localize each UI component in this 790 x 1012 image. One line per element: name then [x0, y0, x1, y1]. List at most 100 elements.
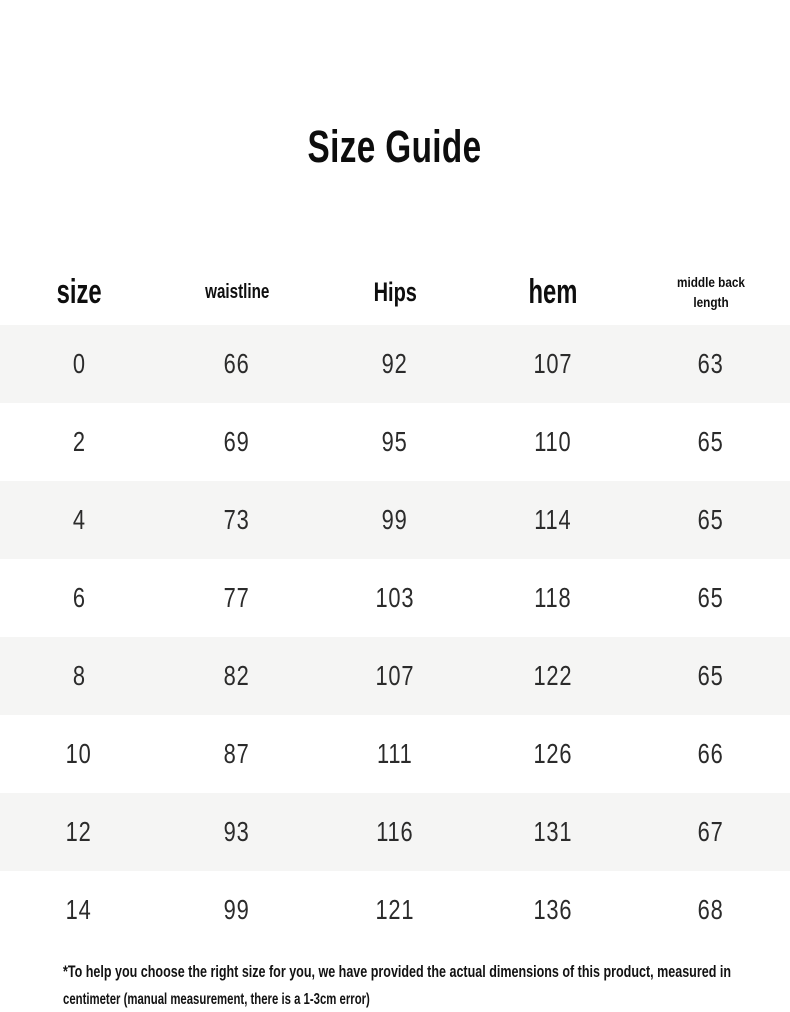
table-cell-middle_back_length: 63: [632, 348, 790, 380]
cell-value: 82: [224, 660, 250, 691]
table-row-size-6: 6 77 103 118 65: [0, 559, 790, 637]
column-header-label: Hips: [373, 277, 417, 307]
cell-value: 131: [533, 816, 573, 847]
cell-value: 111: [377, 738, 413, 769]
cell-value: 0: [72, 348, 86, 379]
cell-value: 68: [698, 894, 724, 925]
column-header-hips: Hips: [316, 277, 474, 308]
measurement-note-text: *To help you choose the right size for y…: [63, 963, 731, 981]
cell-value: 107: [533, 348, 573, 379]
cell-value: 65: [698, 582, 724, 613]
table-cell-hips: 111: [316, 738, 474, 770]
table-row-size-14: 14 99 121 136 68: [0, 871, 790, 949]
table-cell-middle_back_length: 67: [632, 816, 790, 848]
cell-value: 99: [224, 894, 250, 925]
cell-value: 6: [72, 582, 86, 613]
table-cell-size: 0: [0, 348, 158, 380]
cell-value: 65: [698, 660, 724, 691]
table-cell-hem: 122: [474, 660, 632, 692]
table-cell-waistline: 77: [158, 582, 316, 614]
cell-value: 73: [224, 504, 250, 535]
cell-value: 114: [534, 504, 572, 535]
cell-value: 110: [534, 426, 572, 457]
cell-value: 118: [534, 582, 572, 613]
cell-value: 63: [698, 348, 724, 379]
column-header-label: waistline: [204, 281, 270, 303]
table-cell-hem: 136: [474, 894, 632, 926]
cell-value: 65: [698, 426, 724, 457]
cell-value: 67: [698, 816, 724, 847]
table-cell-waistline: 69: [158, 426, 316, 458]
cell-value: 116: [376, 816, 414, 847]
cell-value: 126: [533, 738, 573, 769]
table-cell-middle_back_length: 68: [632, 894, 790, 926]
table-cell-middle_back_length: 65: [632, 426, 790, 458]
table-cell-middle_back_length: 66: [632, 738, 790, 770]
cell-value: 93: [224, 816, 250, 847]
cell-value: 2: [72, 426, 86, 457]
measurement-note-text: centimeter (manual measurement, there is…: [63, 991, 370, 1008]
page-title: Size Guide: [0, 122, 790, 172]
size-table: size waistline Hips hem middle back leng…: [0, 260, 790, 949]
column-header-label: size: [56, 273, 102, 311]
cell-value: 136: [533, 894, 573, 925]
table-cell-waistline: 82: [158, 660, 316, 692]
table-cell-size: 10: [0, 738, 158, 770]
cell-value: 95: [382, 426, 408, 457]
column-header-waistline: waistline: [158, 281, 316, 304]
cell-value: 66: [224, 348, 250, 379]
table-cell-waistline: 99: [158, 894, 316, 926]
cell-value: 66: [698, 738, 724, 769]
table-cell-hem: 107: [474, 348, 632, 380]
table-cell-hem: 118: [474, 582, 632, 614]
column-header-label: hem: [528, 273, 578, 311]
table-cell-hem: 110: [474, 426, 632, 458]
table-cell-middle_back_length: 65: [632, 660, 790, 692]
table-cell-hips: 121: [316, 894, 474, 926]
cell-value: 107: [375, 660, 415, 691]
table-cell-waistline: 73: [158, 504, 316, 536]
table-cell-waistline: 93: [158, 816, 316, 848]
table-cell-middle_back_length: 65: [632, 582, 790, 614]
column-header-hem: hem: [474, 273, 632, 312]
cell-value: 77: [224, 582, 250, 613]
table-cell-hips: 116: [316, 816, 474, 848]
table-cell-size: 2: [0, 426, 158, 458]
cell-value: 87: [224, 738, 250, 769]
table-cell-size: 8: [0, 660, 158, 692]
cell-value: 10: [66, 738, 92, 769]
table-cell-hem: 114: [474, 504, 632, 536]
table-cell-hips: 92: [316, 348, 474, 380]
measurement-note-line-2: centimeter (manual measurement, there is…: [63, 986, 784, 1012]
table-cell-waistline: 87: [158, 738, 316, 770]
table-row-size-8: 8 82 107 122 65: [0, 637, 790, 715]
table-cell-hips: 99: [316, 504, 474, 536]
column-header-middle-back-length: middle back length: [632, 273, 790, 312]
measurement-note-line-1: *To help you choose the right size for y…: [63, 959, 784, 986]
table-cell-size: 4: [0, 504, 158, 536]
column-header-size: size: [0, 273, 158, 312]
table-row-size-0: 0 66 92 107 63: [0, 325, 790, 403]
cell-value: 122: [533, 660, 573, 691]
table-cell-waistline: 66: [158, 348, 316, 380]
cell-value: 121: [375, 894, 415, 925]
cell-value: 65: [698, 504, 724, 535]
table-header-row: size waistline Hips hem middle back leng…: [0, 260, 790, 325]
page-title-text: Size Guide: [308, 121, 482, 172]
cell-value: 14: [66, 894, 92, 925]
table-row-size-4: 4 73 99 114 65: [0, 481, 790, 559]
table-cell-hips: 95: [316, 426, 474, 458]
table-row-size-2: 2 69 95 110 65: [0, 403, 790, 481]
table-cell-hem: 131: [474, 816, 632, 848]
table-cell-size: 6: [0, 582, 158, 614]
cell-value: 8: [72, 660, 86, 691]
table-body: 0 66 92 107 63 2 69 95 110 65 4 73 99 114 65 6 77 103 118 6…: [0, 325, 790, 949]
cell-value: 92: [382, 348, 408, 379]
table-cell-hips: 103: [316, 582, 474, 614]
cell-value: 4: [72, 504, 86, 535]
table-row-size-12: 12 93 116 131 67: [0, 793, 790, 871]
table-row-size-10: 10 87 111 126 66: [0, 715, 790, 793]
cell-value: 103: [375, 582, 415, 613]
column-header-label: middle back length: [677, 273, 745, 310]
